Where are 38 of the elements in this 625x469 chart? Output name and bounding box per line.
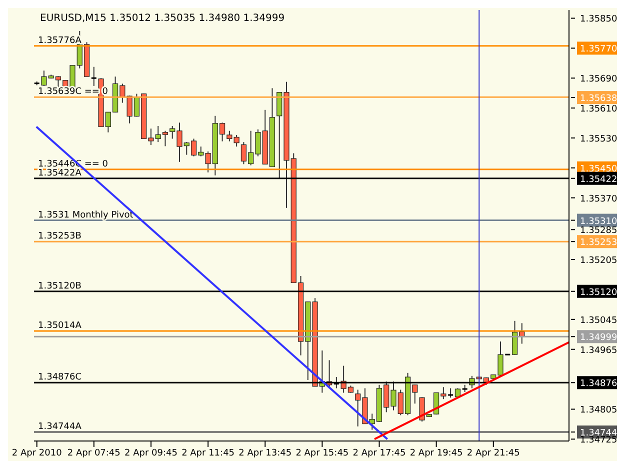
x-tick-label: 2 Apr 09:45	[124, 448, 178, 458]
ref-line-label: 1.35253B	[38, 232, 82, 242]
x-tick-label: 2 Apr 17:45	[352, 448, 406, 458]
chart-title: EURUSD,M15 1.35012 1.35035 1.34980 1.34999	[40, 13, 285, 24]
x-tick-label: 2 Apr 11:45	[182, 448, 235, 458]
y-tick-label: 1.35610	[580, 104, 618, 115]
y-tick-label: 1.35120	[580, 288, 618, 298]
y-tick-label: 1.35530	[580, 134, 618, 144]
y-tick-label: 1.35850	[580, 14, 618, 25]
ref-line-label: 1.3531 Monthly Pivot	[38, 210, 134, 220]
y-tick-label: 1.35253	[580, 238, 618, 248]
y-tick-label: 1.34876	[580, 379, 618, 390]
y-tick-label: 1.35638	[580, 94, 618, 104]
x-tick-label: 2 Apr 15:45	[296, 448, 349, 458]
x-tick-label: 2 Apr 19:45	[410, 448, 463, 458]
x-tick-label: 2 Apr 13:45	[238, 448, 292, 458]
y-tick-label: 1.35045	[580, 316, 618, 326]
y-tick-label: 1.35450	[580, 164, 618, 174]
candlestick	[90, 66, 98, 86]
ref-line-label: 1.34876C	[38, 372, 82, 383]
x-tick-label: 2 Apr 2010	[12, 448, 62, 458]
y-tick-label: 1.34965	[580, 346, 618, 356]
x-tick-label: 2 Apr 07:45	[67, 448, 120, 458]
y-tick-label: 1.35690	[580, 74, 618, 85]
ref-line-label: 1.35014A	[38, 321, 82, 332]
ref-line-label: 1.34744A	[38, 422, 82, 432]
y-tick-label: 1.35370	[580, 194, 618, 204]
ref-line-label: 1.35422A	[38, 168, 82, 178]
y-tick-label: 1.35285	[580, 226, 618, 236]
ref-line-label: 1.35120B	[38, 281, 82, 292]
y-tick-label: 1.34805	[580, 406, 618, 416]
y-tick-label: 1.35310	[580, 216, 618, 227]
y-tick-label: 1.34999	[580, 333, 618, 344]
candlestick	[447, 388, 454, 398]
x-tick-label: 2 Apr 21:45	[466, 448, 520, 458]
y-tick-label: 1.35422	[580, 174, 618, 185]
y-tick-label: 1.35205	[580, 256, 618, 266]
y-tick-label: 1.35770	[580, 44, 618, 55]
